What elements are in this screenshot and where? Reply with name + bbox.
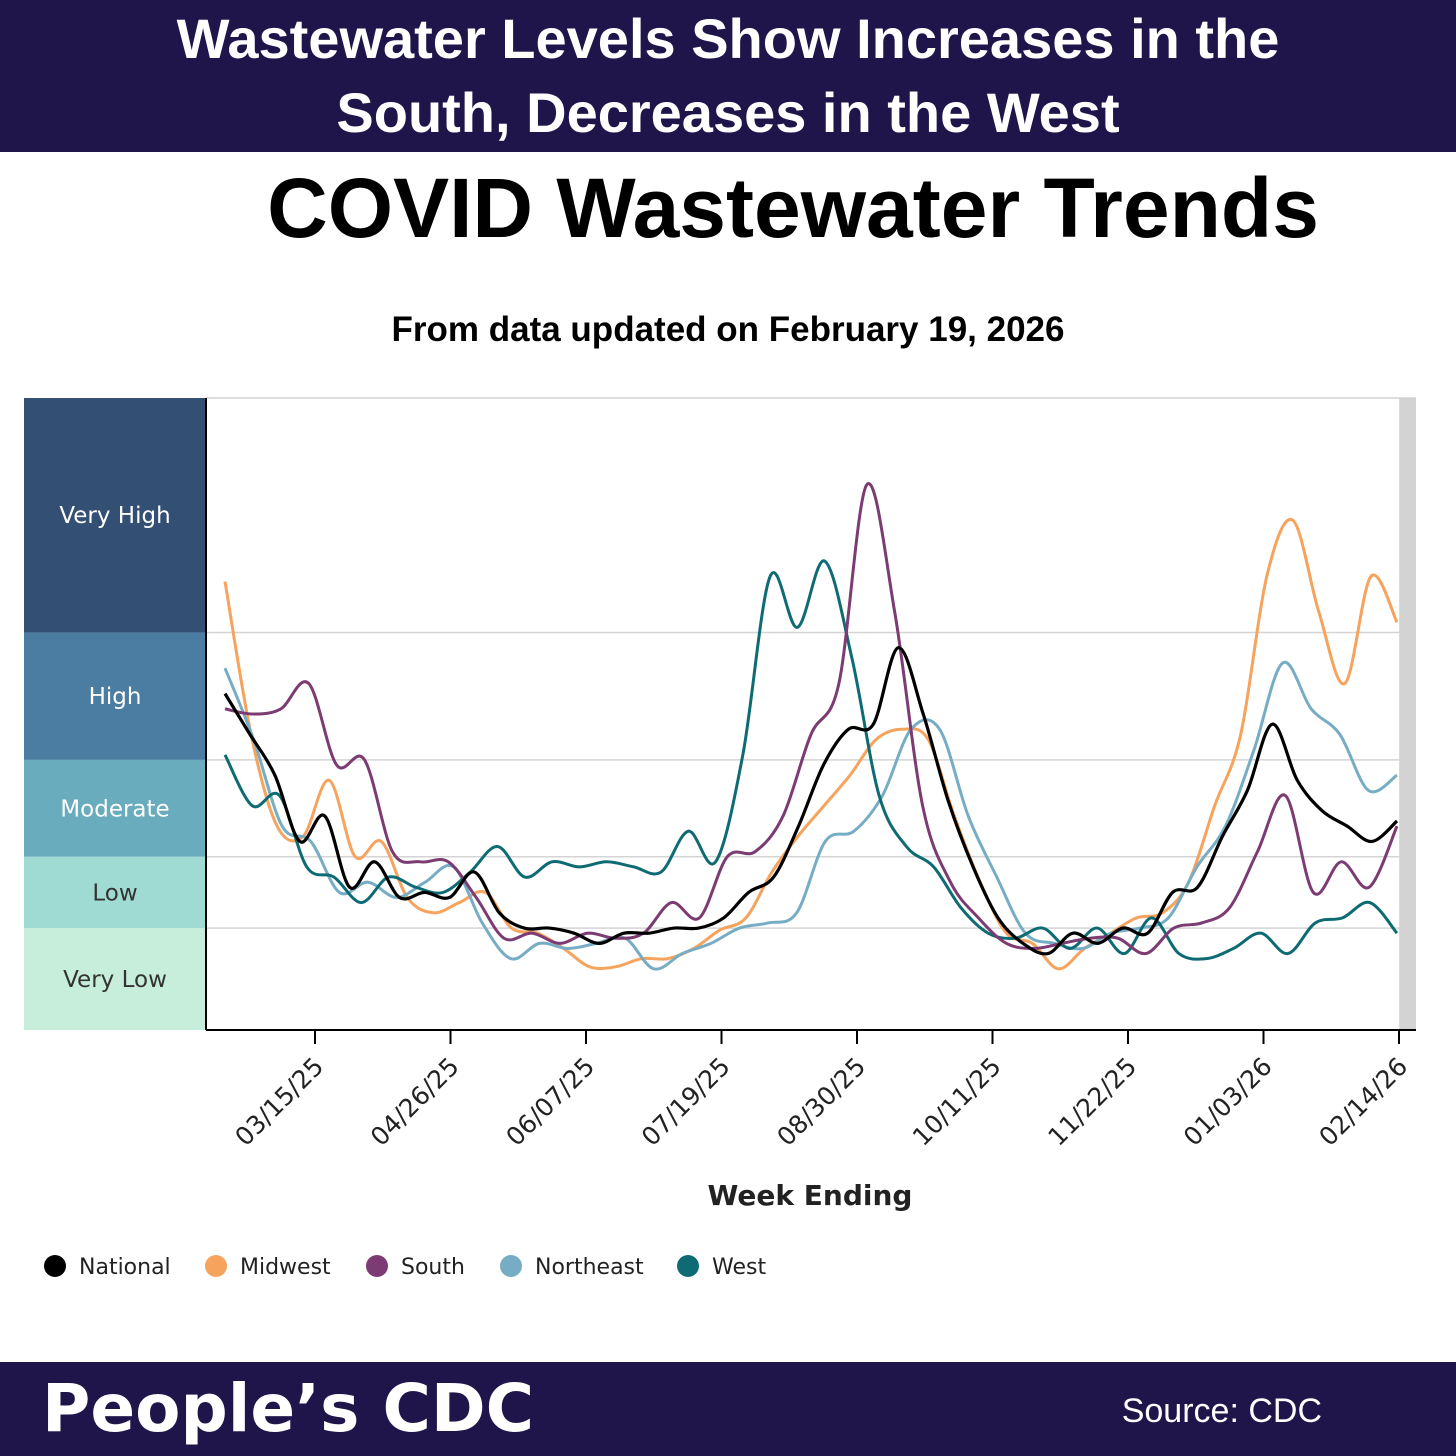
level-band-very-high [24,398,206,633]
x-tick-label: 01/03/26 [1178,1052,1278,1152]
x-tick-label: 07/19/25 [636,1052,736,1152]
legend-label-northeast: Northeast [535,1255,644,1280]
level-label-very-high: Very High [59,503,170,529]
series-line-northeast [223,660,1398,971]
level-label-high: High [89,684,142,710]
level-band-high [24,632,206,760]
headline-line-1: Wastewater Levels Show Increases in the [176,7,1280,70]
legend-swatch-midwest [205,1255,227,1277]
legend-swatch-northeast [500,1255,522,1277]
x-axis-ticks: 03/15/25 04/26/25 06/07/25 07/19/25 08/30/25… [229,1030,1413,1152]
series-line-national [223,646,1399,956]
level-label-low: Low [92,880,137,906]
brand-logo-text: People’s CDC [42,1370,535,1447]
level-bands: Very Low Low Moderate High Very High [24,398,206,1030]
headline-line-2: South, Decreases in the West [336,81,1120,144]
legend: National Midwest South Northeast West [44,1255,766,1280]
x-tick-label: 10/11/25 [907,1052,1007,1152]
x-tick-label: 03/15/25 [229,1052,329,1152]
legend-swatch-west [677,1255,699,1277]
wastewater-line-chart: Very Low Low Moderate High Very High 03/15/2… [24,397,1416,1280]
x-axis-title: Week Ending [708,1179,913,1212]
legend-swatch-national [44,1255,66,1277]
x-tick-label: 08/30/25 [771,1052,871,1152]
chart-title: COVID Wastewater Trends [267,161,1319,255]
headline-banner: Wastewater Levels Show Increases in the … [0,0,1456,152]
level-label-moderate: Moderate [60,796,169,822]
series-line-south [224,482,1399,956]
legend-label-midwest: Midwest [240,1255,331,1280]
x-tick-label: 02/14/26 [1313,1052,1413,1152]
axes [205,398,1416,1031]
level-band-low [24,856,206,929]
footer-banner: People’s CDC Source: CDC [0,1362,1456,1456]
source-note: Source: CDC [1121,1392,1322,1430]
legend-swatch-south [366,1255,388,1277]
level-band-moderate [24,759,206,857]
legend-label-south: South [401,1255,465,1280]
legend-label-national: National [79,1255,171,1280]
series-lines [223,482,1399,971]
level-band-very-low [24,928,206,1030]
chart-subtitle: From data updated on February 19, 2026 [391,310,1065,349]
x-tick-label: 04/26/25 [365,1052,465,1152]
level-label-very-low: Very Low [63,967,167,993]
x-tick-label: 11/22/25 [1042,1052,1142,1152]
legend-label-west: West [712,1255,766,1280]
provisional-data-shade [1399,398,1416,1030]
x-tick-label: 06/07/25 [500,1052,600,1152]
